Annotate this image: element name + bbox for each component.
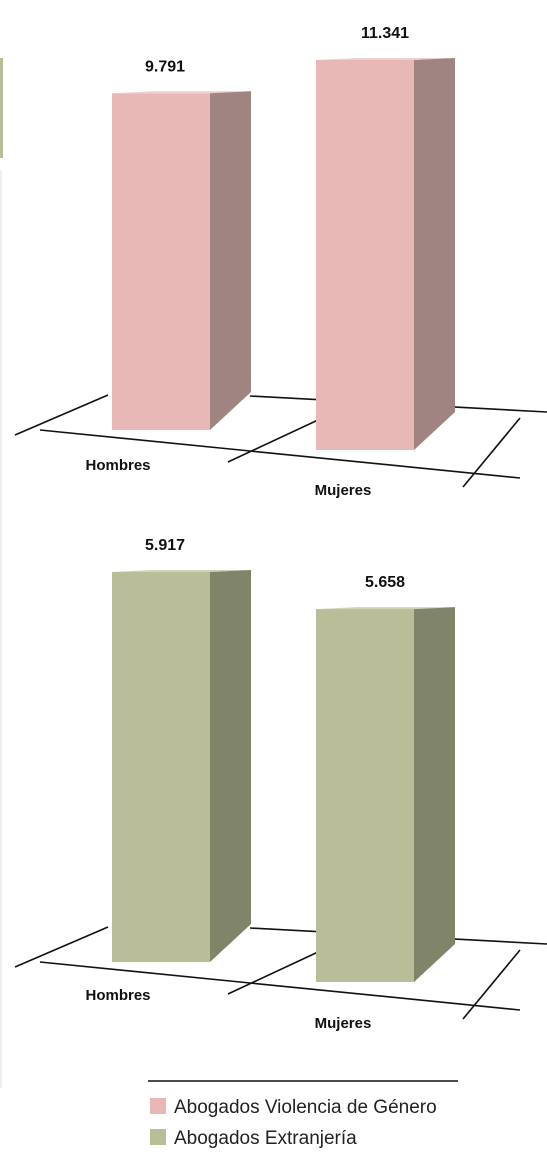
- legend: Abogados Violencia de Género Abogados Ext…: [148, 1080, 458, 1149]
- legend-swatch: [150, 1098, 166, 1114]
- bar-side-face: [210, 91, 251, 430]
- extranjeria-chart: 5.917 Hombres 5.658 Mujeres: [14, 537, 547, 1032]
- floor-line-right-edge: [462, 949, 521, 1020]
- legend-label: Abogados Violencia de Género: [174, 1097, 437, 1118]
- category-label: Mujeres: [315, 482, 372, 499]
- floor-line-front: [39, 429, 521, 479]
- bar-top-face: [316, 607, 455, 610]
- data-label: 5.917: [145, 537, 185, 554]
- floor-line-left-edge: [14, 926, 109, 968]
- floor-line-left-edge: [14, 394, 109, 436]
- bar-top-face: [112, 570, 251, 572]
- data-label: 5.658: [365, 574, 405, 591]
- floor-line-divider: [227, 951, 319, 995]
- category-label: Mujeres: [315, 1015, 372, 1032]
- bar: [112, 572, 210, 962]
- category-label: Hombres: [85, 457, 150, 474]
- bar-side-face: [414, 58, 455, 450]
- legend-label: Abogados Extranjería: [174, 1128, 357, 1149]
- floor-line-right-edge: [462, 417, 521, 488]
- data-label: 9.791: [145, 58, 185, 75]
- floor-line-divider: [227, 419, 319, 463]
- bar-side-face: [414, 607, 455, 982]
- bar-top-face: [316, 58, 455, 60]
- category-label: Hombres: [85, 987, 150, 1004]
- bar-top-face: [112, 91, 251, 94]
- bar: [112, 93, 210, 430]
- violencia-genero-chart: 9.791 Hombres 11.341 Mujeres: [14, 25, 547, 499]
- left-accent-strip: [0, 58, 3, 158]
- bar-side-face: [210, 570, 251, 962]
- bar: [316, 60, 414, 450]
- bar: [316, 609, 414, 982]
- data-label: 11.341: [361, 25, 409, 42]
- legend-swatch: [150, 1129, 166, 1145]
- floor-line-front: [39, 961, 521, 1011]
